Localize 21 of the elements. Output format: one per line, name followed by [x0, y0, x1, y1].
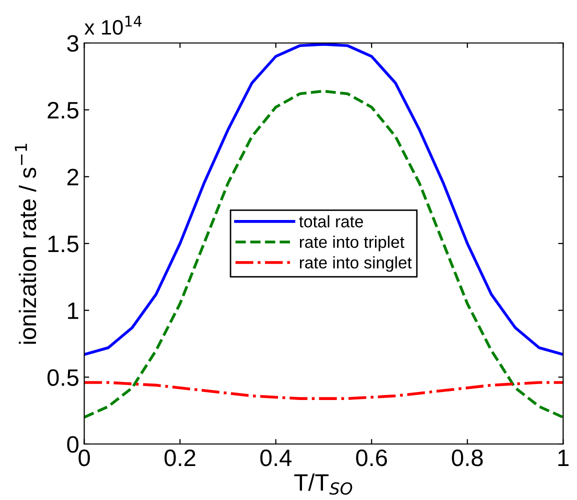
legend-label: rate into singlet — [300, 256, 412, 272]
x-tick-label: 1 — [558, 450, 569, 466]
line-series — [84, 381, 564, 400]
y-tick-label: 1 — [68, 302, 78, 319]
legend-label: total rate — [299, 215, 363, 228]
x-tick-label: 0.2 — [164, 449, 196, 466]
x-axis-title: T/T$_{SO}$ — [294, 474, 352, 495]
x-tick-label: 0 — [78, 449, 90, 466]
x-tick-label: 0.8 — [452, 449, 483, 466]
x-tick-label: 0.4 — [260, 449, 292, 466]
y-tick-label: 0 — [67, 436, 78, 453]
y-tick-label: 2.5 — [48, 102, 78, 119]
line-series — [84, 90, 564, 419]
y-axis-title: ionization rate / s$^{−1}$ — [14, 144, 36, 344]
y-tick-label: 3 — [67, 35, 78, 52]
legend-label: rate into triplet — [300, 236, 404, 252]
text: x 10$^{14}$ — [84, 16, 142, 35]
x-tick-label: 0.6 — [356, 449, 387, 466]
y-tick-label: 2 — [67, 168, 78, 186]
y-tick-label: 0.5 — [47, 369, 78, 386]
y-tick-label: 1.5 — [48, 236, 78, 252]
